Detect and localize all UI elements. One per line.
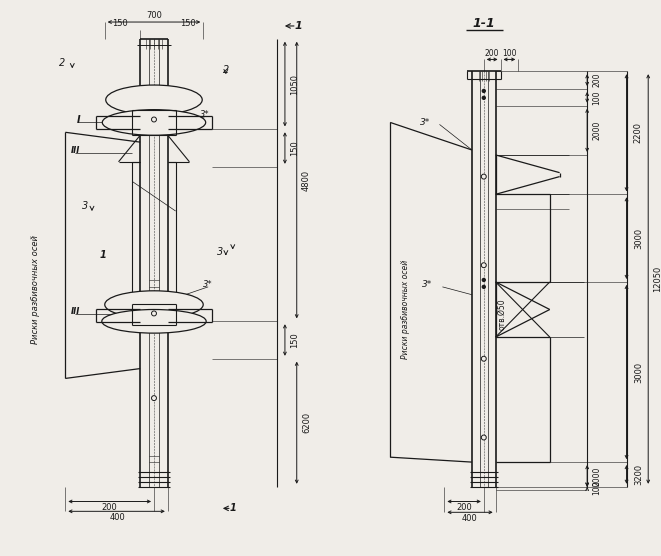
Circle shape <box>151 396 157 400</box>
Text: 200: 200 <box>485 49 499 58</box>
Circle shape <box>481 435 486 440</box>
Text: 3: 3 <box>217 247 223 257</box>
Text: 150: 150 <box>180 19 196 28</box>
Text: 3*: 3* <box>200 110 210 119</box>
Text: 1050: 1050 <box>290 73 299 95</box>
Circle shape <box>151 311 157 316</box>
Text: III: III <box>71 307 80 316</box>
Text: 100: 100 <box>502 49 517 58</box>
Text: 2: 2 <box>223 65 229 75</box>
Text: 150: 150 <box>112 19 128 28</box>
Text: 400: 400 <box>110 513 126 522</box>
Circle shape <box>483 90 485 92</box>
Text: III: III <box>71 146 80 155</box>
Text: 2200: 2200 <box>634 122 643 143</box>
Text: 150: 150 <box>290 140 299 156</box>
Text: 1: 1 <box>99 250 106 260</box>
Text: 2: 2 <box>59 58 65 68</box>
Text: 3: 3 <box>82 201 88 211</box>
Text: 150: 150 <box>290 332 299 348</box>
Text: 3000: 3000 <box>634 361 643 383</box>
Circle shape <box>483 96 485 100</box>
Circle shape <box>151 117 157 122</box>
Text: 200: 200 <box>102 503 118 512</box>
Text: 2000: 2000 <box>592 121 602 140</box>
Ellipse shape <box>102 310 206 333</box>
Text: 1: 1 <box>229 503 236 513</box>
Circle shape <box>483 279 485 281</box>
Text: 4800: 4800 <box>302 170 311 191</box>
Text: 12050: 12050 <box>654 266 661 292</box>
Text: 3200: 3200 <box>634 464 643 485</box>
Text: 3000: 3000 <box>634 227 643 249</box>
Text: 400: 400 <box>461 514 477 523</box>
Text: 200: 200 <box>592 73 602 87</box>
Circle shape <box>481 174 486 179</box>
Text: Риски разбивочных осей: Риски разбивочных осей <box>31 235 40 344</box>
Text: 100: 100 <box>592 481 602 495</box>
Text: 200: 200 <box>456 503 472 512</box>
Text: 100: 100 <box>592 90 602 105</box>
Text: I: I <box>77 116 80 126</box>
Circle shape <box>483 285 485 289</box>
Text: 6200: 6200 <box>302 412 311 433</box>
Text: 700: 700 <box>146 11 162 19</box>
Circle shape <box>481 356 486 361</box>
Text: отв.Ø50: отв.Ø50 <box>497 299 506 330</box>
Text: 3*: 3* <box>420 118 430 127</box>
Ellipse shape <box>104 291 203 319</box>
Text: 2000: 2000 <box>592 466 602 485</box>
Text: 3*: 3* <box>422 280 432 289</box>
Text: 1-1: 1-1 <box>473 17 495 31</box>
Circle shape <box>481 263 486 267</box>
Ellipse shape <box>106 85 202 115</box>
Text: 3*: 3* <box>204 280 213 289</box>
Ellipse shape <box>102 110 206 135</box>
Text: 1: 1 <box>295 21 303 31</box>
Text: Риски разбивочных осей: Риски разбивочных осей <box>401 260 410 359</box>
